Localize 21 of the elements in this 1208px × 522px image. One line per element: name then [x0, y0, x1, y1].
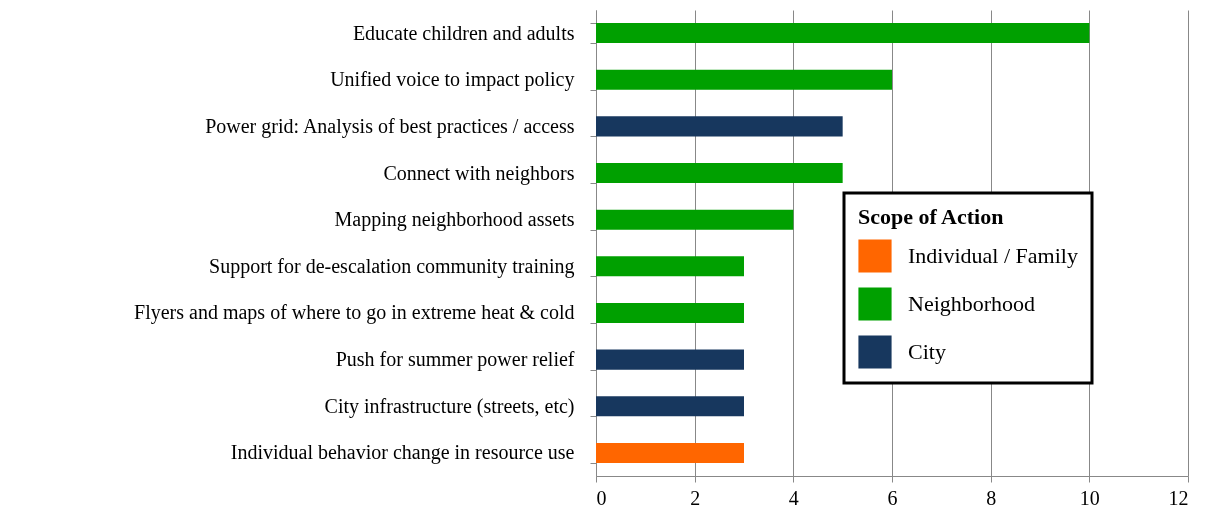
legend-label: Individual / Family [908, 243, 1078, 268]
x-tick-label: 10 [1079, 486, 1100, 509]
y-tick-label: Push for summer power relief [335, 348, 575, 372]
legend-label: City [908, 339, 946, 364]
x-tick-label: 0 [596, 486, 607, 509]
x-tick-label: 8 [986, 486, 997, 509]
x-tick-label: 2 [690, 486, 701, 509]
y-tick-label: Educate children and adults [352, 21, 575, 44]
x-tick-label: 4 [788, 486, 799, 509]
y-tick-label: Mapping neighborhood assets [334, 208, 575, 232]
y-tick-label: Individual behavior change in resource use [230, 441, 575, 465]
y-tick-label: Flyers and maps of where to go in extreme heat & cold [134, 301, 575, 325]
legend-label: Neighborhood [908, 291, 1036, 316]
y-tick-label: Support for de-escalation community training [209, 254, 575, 278]
y-tick-label: Connect with neighbors [383, 161, 575, 185]
y-tick-label: Unified voice to impact policy [330, 68, 575, 92]
legend-title: Scope of Action [858, 204, 1004, 229]
y-tick-label: Power grid: Analysis of best practices / access [205, 114, 575, 138]
x-tick-label: 12 [1168, 486, 1189, 509]
y-tick-label: City infrastructure (streets, etc) [324, 394, 575, 418]
x-tick-label: 6 [887, 486, 898, 509]
